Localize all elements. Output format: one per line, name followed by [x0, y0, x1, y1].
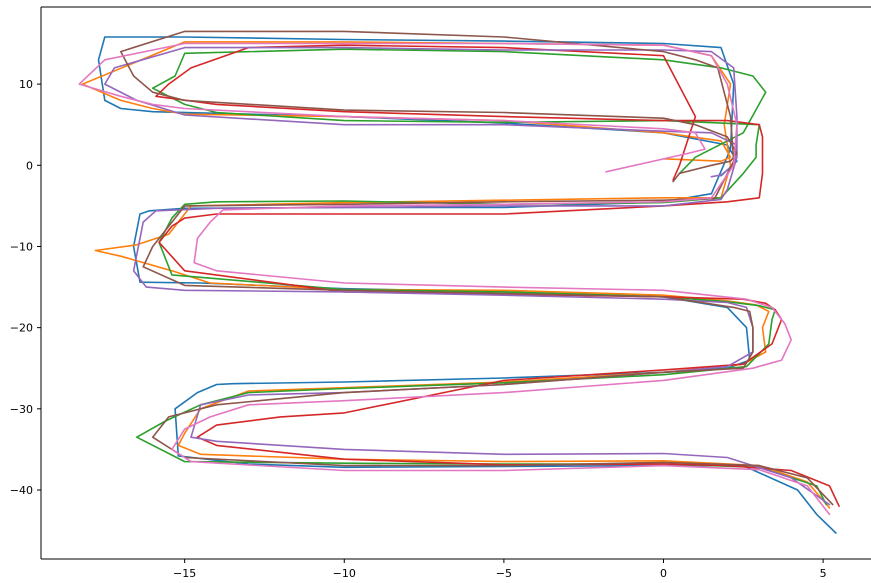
y-tick-label: −40	[10, 484, 33, 497]
y-tick-label: −10	[10, 240, 33, 253]
x-tick-label: 0	[660, 567, 667, 580]
series-line-2	[81, 41, 831, 509]
series-line-4	[155, 44, 840, 507]
x-tick-label: −10	[333, 567, 356, 580]
y-tick-label: 0	[26, 159, 33, 172]
x-tick-label: −5	[496, 567, 512, 580]
y-tick-label: −20	[10, 322, 33, 335]
x-tick-label: 5	[820, 567, 827, 580]
series-layer	[78, 30, 840, 534]
series-line-7	[78, 42, 831, 516]
series-line-6	[120, 30, 834, 506]
series-line-5	[104, 46, 831, 506]
x-tick-label: −15	[173, 567, 196, 580]
y-tick-label: −30	[10, 403, 33, 416]
series-line-3	[136, 48, 828, 506]
y-tick-label: 10	[19, 78, 33, 91]
axes-layer: −15 −10 −5 0 5 10 0 −10 −20 −30 −40	[10, 6, 871, 580]
